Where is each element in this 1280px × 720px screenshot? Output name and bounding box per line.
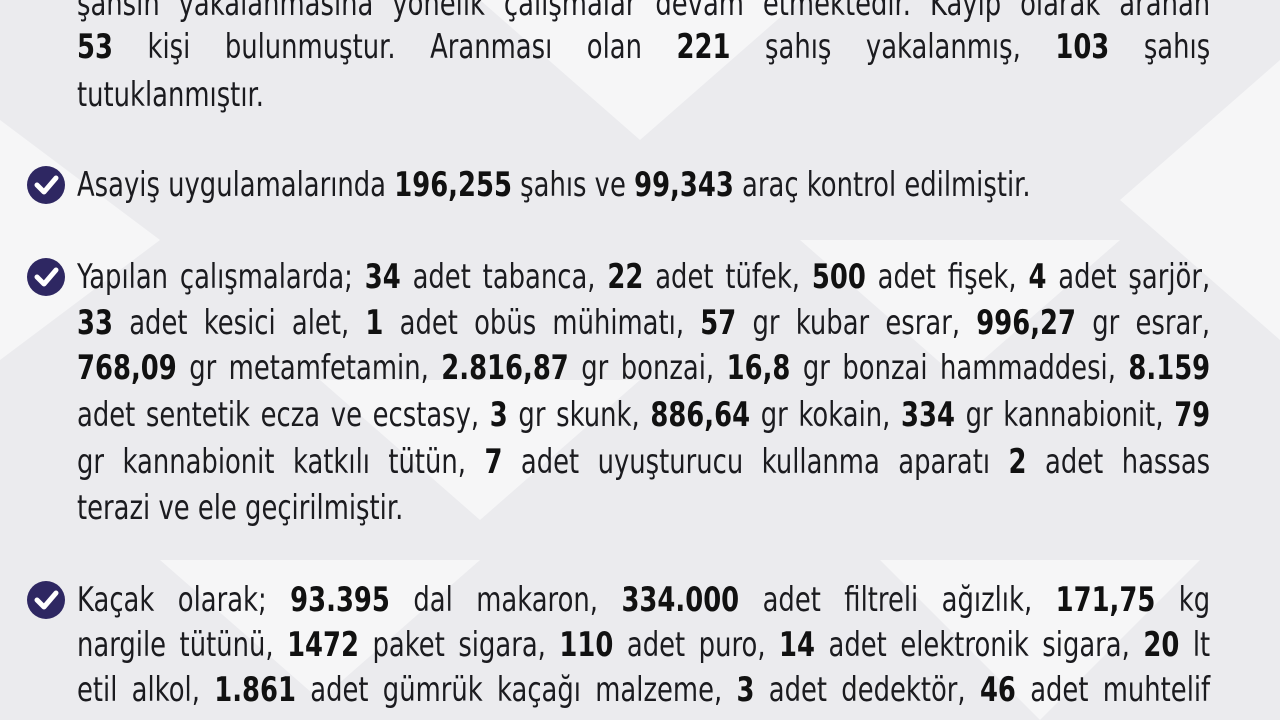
text-run: Asayiş uygulamalarında bbox=[77, 165, 395, 205]
bold-number: 57 bbox=[700, 303, 737, 343]
bold-number: 79 bbox=[1174, 395, 1211, 435]
bold-number: 334 bbox=[901, 395, 955, 435]
text-line: Kaçak olarak; 93.395 dal makaron, 334.00… bbox=[77, 578, 1210, 622]
text-line: tutuklanmıştır. bbox=[77, 73, 1210, 117]
text-run: şahsın yakalanmasına yönelik çalışmalar … bbox=[77, 0, 1211, 24]
bold-number: 3 bbox=[736, 670, 755, 710]
text-run: adet filtreli ağızlık, bbox=[739, 580, 1056, 620]
bold-number: 768,09 bbox=[77, 348, 177, 388]
text-run: adet tabanca, bbox=[400, 257, 608, 297]
bold-number: 20 bbox=[1143, 625, 1180, 665]
bold-number: 196,255 bbox=[394, 165, 512, 205]
text-run: şahış bbox=[1109, 27, 1211, 67]
text-run: adet fişek, bbox=[865, 257, 1029, 297]
bold-number: 1 bbox=[365, 303, 384, 343]
text-run: terazi ve ele geçirilmiştir. bbox=[77, 488, 404, 528]
bold-number: 16,8 bbox=[726, 348, 791, 388]
text-line: Yapılan çalışmalarda; 34 adet tabanca, 2… bbox=[77, 255, 1210, 299]
text-run: kişi bulunmuştur. Aranması olan bbox=[112, 27, 677, 67]
bold-number: 22 bbox=[607, 257, 644, 297]
text-run: kg bbox=[1155, 580, 1211, 620]
bold-number: 3 bbox=[489, 395, 508, 435]
bold-number: 1.861 bbox=[214, 670, 296, 710]
bold-number: 46 bbox=[979, 670, 1016, 710]
text-run: adet şarjör, bbox=[1046, 257, 1211, 297]
text-run: gr metamfetamin, bbox=[176, 348, 442, 388]
text-run: adet obüs mühimatı, bbox=[383, 303, 701, 343]
text-line: adet sentetik ecza ve ecstasy, 3 gr skun… bbox=[77, 393, 1210, 437]
text-run: nargile tütünü, bbox=[77, 625, 288, 665]
text-run: etil alkol, bbox=[77, 670, 215, 710]
bold-number: 886,64 bbox=[650, 395, 751, 435]
bold-number: 103 bbox=[1055, 27, 1110, 67]
text-run: adet kesici alet, bbox=[112, 303, 366, 343]
text-line: 33 adet kesici alet, 1 adet obüs mühimat… bbox=[77, 301, 1210, 345]
text-run: gr esrar, bbox=[1075, 303, 1211, 343]
text-run: adet uyuşturucu kullanma aparatı bbox=[502, 442, 1009, 482]
text-line: gr kannabionit katkılı tütün, 7 adet uyu… bbox=[77, 440, 1210, 484]
text-run: şahış yakalanmış, bbox=[730, 27, 1056, 67]
text-run: dal makaron, bbox=[389, 580, 622, 620]
text-line: 53 kişi bulunmuştur. Aranması olan 221 ş… bbox=[77, 25, 1210, 69]
bold-number: 33 bbox=[77, 303, 113, 343]
text-line: şahsın yakalanmasına yönelik çalışmalar … bbox=[77, 0, 1210, 26]
text-line: terazi ve ele geçirilmiştir. bbox=[77, 486, 1210, 530]
text-run: araç kontrol edilmiştir. bbox=[733, 165, 1031, 205]
bold-number: 221 bbox=[676, 27, 731, 67]
text-run: gr kannabionit katkılı tütün, bbox=[77, 442, 485, 482]
text-run: adet sentetik ecza ve ecstasy, bbox=[77, 395, 490, 435]
text-run: Kaçak olarak; bbox=[77, 580, 291, 620]
bold-number: 2.816,87 bbox=[441, 348, 569, 388]
bold-number: 500 bbox=[811, 257, 866, 297]
text-line: 768,09 gr metamfetamin, 2.816,87 gr bonz… bbox=[77, 346, 1210, 390]
check-icon bbox=[27, 258, 65, 296]
bold-number: 99,343 bbox=[634, 165, 734, 205]
text-line: etil alkol, 1.861 adet gümrük kaçağı mal… bbox=[77, 668, 1210, 712]
text-run: adet puro, bbox=[613, 625, 780, 665]
text-run: adet gümrük kaçağı malzeme, bbox=[295, 670, 737, 710]
bold-number: 2 bbox=[1008, 442, 1027, 482]
bold-number: 4 bbox=[1028, 257, 1047, 297]
text-run: gr kannabionit, bbox=[954, 395, 1175, 435]
bold-number: 171,75 bbox=[1055, 580, 1156, 620]
check-icon bbox=[27, 581, 65, 619]
text-line: Asayiş uygulamalarında 196,255 şahıs ve … bbox=[77, 163, 1210, 207]
bold-number: 8.159 bbox=[1128, 348, 1211, 388]
text-run: gr skunk, bbox=[507, 395, 651, 435]
bold-number: 110 bbox=[559, 625, 614, 665]
bold-number: 14 bbox=[779, 625, 816, 665]
text-run: gr kubar esrar, bbox=[736, 303, 977, 343]
text-run: gr bonzai, bbox=[568, 348, 727, 388]
text-run: adet dedektör, bbox=[754, 670, 980, 710]
bold-number: 1472 bbox=[287, 625, 359, 665]
text-run: Yapılan çalışmalarda; bbox=[77, 257, 365, 297]
bold-number: 53 bbox=[77, 27, 113, 67]
text-run: tutuklanmıştır. bbox=[77, 75, 264, 115]
text-run: paket sigara, bbox=[358, 625, 560, 665]
text-run: adet elektronik sigara, bbox=[815, 625, 1144, 665]
bold-number: 334.000 bbox=[621, 580, 740, 620]
text-run: adet hassas bbox=[1026, 442, 1211, 482]
text-run: gr kokain, bbox=[750, 395, 902, 435]
text-run: lt bbox=[1179, 625, 1211, 665]
text-run: gr bonzai hammaddesi, bbox=[790, 348, 1129, 388]
check-icon bbox=[27, 166, 65, 204]
bold-number: 34 bbox=[364, 257, 401, 297]
text-run: adet muhtelif bbox=[1015, 670, 1211, 710]
text-run: şahıs ve bbox=[511, 165, 635, 205]
text-run: adet tüfek, bbox=[643, 257, 812, 297]
text-line: nargile tütünü, 1472 paket sigara, 110 a… bbox=[77, 623, 1210, 667]
bold-number: 996,27 bbox=[976, 303, 1076, 343]
bold-number: 93.395 bbox=[290, 580, 390, 620]
bold-number: 7 bbox=[484, 442, 503, 482]
